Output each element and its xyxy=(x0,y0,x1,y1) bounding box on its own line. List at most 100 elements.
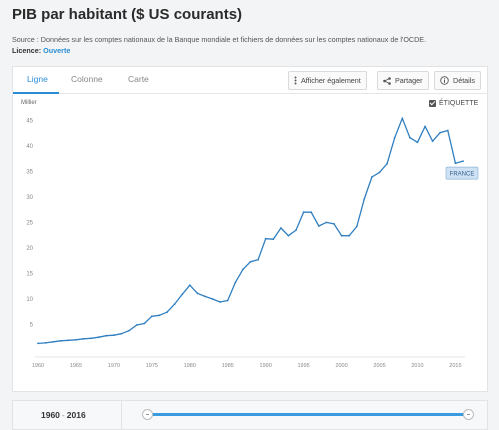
data-point xyxy=(462,160,464,162)
details-label: Détails xyxy=(453,76,475,85)
x-tick-label: 1995 xyxy=(298,363,310,369)
data-point xyxy=(386,162,388,165)
checkbox-checked-icon xyxy=(429,100,436,107)
etiquette-checkbox[interactable]: ÉTIQUETTE xyxy=(429,100,478,107)
range-slider-start-handle[interactable] xyxy=(142,409,153,420)
chart-card: Ligne Colonne Carte Afficher également P… xyxy=(12,66,488,392)
data-point xyxy=(355,225,358,228)
data-point xyxy=(37,342,39,345)
data-point xyxy=(431,140,434,143)
data-point xyxy=(348,234,351,237)
y-tick-label: 5 xyxy=(30,322,34,328)
share-icon xyxy=(383,76,391,85)
data-point xyxy=(264,237,267,240)
y-tick-label: 20 xyxy=(26,246,33,252)
range-separator: - xyxy=(61,410,65,420)
range-start: 1960 xyxy=(41,410,60,420)
y-tick-label: 30 xyxy=(26,195,33,201)
data-point xyxy=(401,117,404,120)
time-range-bar: 1960-2016 xyxy=(12,400,488,430)
data-point xyxy=(52,340,55,343)
data-point xyxy=(439,131,442,134)
partager-button[interactable]: Partager xyxy=(377,71,429,90)
data-point xyxy=(67,339,70,342)
x-tick-label: 2015 xyxy=(449,363,461,369)
tab-ligne[interactable]: Ligne xyxy=(27,74,48,84)
y-tick-label: 15 xyxy=(26,271,33,277)
data-label-france: FRANCE xyxy=(450,172,475,178)
line-chart: Millier 5 10 15 20 25 30 35 40 45 1960 1965 1970 1975… xyxy=(21,100,479,369)
x-tick-label: 2000 xyxy=(335,363,347,369)
data-point xyxy=(82,337,85,340)
y-tick-label: 40 xyxy=(26,144,33,150)
data-point xyxy=(128,329,130,332)
active-tab-indicator xyxy=(13,92,59,94)
data-point xyxy=(90,337,92,340)
data-point xyxy=(105,334,108,337)
data-point xyxy=(150,315,153,318)
data-point xyxy=(135,324,138,326)
divider xyxy=(121,401,122,429)
x-tick-label: 2010 xyxy=(411,363,423,369)
data-point xyxy=(120,332,123,335)
more-vertical-icon xyxy=(294,76,297,85)
data-point xyxy=(280,227,282,229)
data-point xyxy=(166,311,168,314)
licence-link[interactable]: Ouverte xyxy=(43,45,71,55)
data-point xyxy=(333,223,335,225)
data-point xyxy=(226,299,229,302)
data-point xyxy=(188,284,191,287)
series-line-france xyxy=(37,117,464,345)
x-tick-label: 1985 xyxy=(222,363,234,369)
data-point xyxy=(113,334,115,337)
page-title: PIB par habitant ($ US courants) xyxy=(12,6,243,23)
data-point xyxy=(310,211,313,214)
x-tick-label: 1965 xyxy=(70,363,82,369)
afficher-label: Afficher également xyxy=(301,76,361,85)
data-point xyxy=(371,176,373,178)
data-point xyxy=(340,234,343,237)
x-tick-label: 1960 xyxy=(32,363,44,369)
afficher-egalement-button[interactable]: Afficher également xyxy=(288,71,367,90)
data-point xyxy=(249,260,252,263)
data-point xyxy=(204,295,206,298)
y-axis-title: Millier xyxy=(21,100,37,106)
info-icon xyxy=(440,76,449,85)
range-end: 2016 xyxy=(66,410,86,420)
y-tick-label: 10 xyxy=(26,297,33,303)
range-slider-track[interactable] xyxy=(147,413,469,416)
data-point xyxy=(59,339,62,342)
data-point xyxy=(409,136,411,139)
source-text: Source : Données sur les comptes nationa… xyxy=(12,35,492,56)
data-point xyxy=(234,281,237,284)
data-point xyxy=(242,268,244,271)
data-point xyxy=(219,301,222,303)
data-point xyxy=(363,198,366,200)
data-point xyxy=(302,211,305,214)
tab-colonne[interactable]: Colonne xyxy=(71,74,103,84)
tab-carte[interactable]: Carte xyxy=(128,74,149,84)
data-point xyxy=(44,342,47,344)
data-point xyxy=(173,303,176,305)
x-tick-label: 1990 xyxy=(260,363,272,369)
data-point xyxy=(181,293,184,296)
data-point xyxy=(97,336,100,339)
data-point xyxy=(158,314,161,317)
range-slider-end-handle[interactable] xyxy=(463,409,474,420)
data-point xyxy=(143,322,146,325)
data-point xyxy=(378,171,381,174)
source-line: Source : Données sur les comptes nationa… xyxy=(12,35,427,44)
range-label: 1960-2016 xyxy=(41,410,86,420)
chart-area: Millier 5 10 15 20 25 30 35 40 45 1960 1965 1970 1975… xyxy=(13,95,487,393)
data-point xyxy=(416,141,419,144)
data-point xyxy=(393,136,396,139)
data-point xyxy=(272,238,275,241)
x-tick-label: 2005 xyxy=(373,363,385,369)
details-button[interactable]: Détails xyxy=(434,71,481,90)
y-tick-label: 25 xyxy=(26,220,33,226)
data-label-box xyxy=(445,166,479,180)
data-point xyxy=(454,162,457,165)
data-point xyxy=(424,125,426,128)
data-point xyxy=(287,234,290,237)
